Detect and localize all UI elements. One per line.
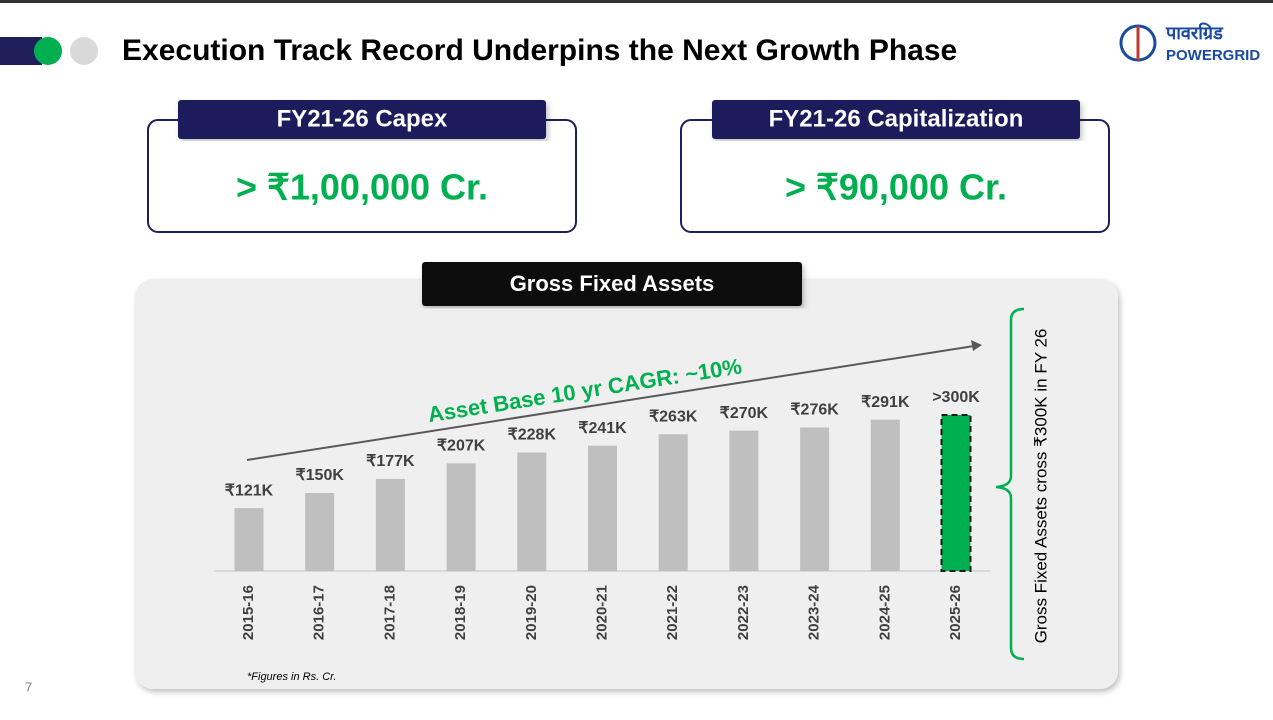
top-rule [0, 0, 1273, 3]
x-tick-label: 2021-22 [664, 585, 681, 640]
side-note: Gross Fixed Assets cross ₹300K in FY 26 [1031, 329, 1050, 644]
brace [995, 307, 1025, 661]
value-label: ₹263K [649, 408, 698, 425]
value-label: ₹291K [861, 394, 910, 411]
bar [446, 463, 476, 571]
dot-green [34, 37, 62, 65]
x-tick-label: 2018-19 [452, 585, 469, 640]
card-title: FY21-26 Capitalization [769, 105, 1024, 132]
x-tick-label: 2017-18 [381, 585, 398, 640]
x-tick-label: 2020-21 [593, 585, 610, 640]
card-value: > ₹1,00,000 Cr. [236, 167, 488, 208]
value-label: >300K [932, 389, 980, 406]
value-label: ₹241K [578, 420, 627, 437]
footnote: *Figures in Rs. Cr. [247, 671, 336, 683]
x-tick-label: 2016-17 [311, 585, 328, 640]
bar [234, 508, 264, 571]
dot-gray [70, 37, 98, 65]
bar [517, 452, 547, 571]
x-tick-label: 2015-16 [240, 585, 257, 640]
chart-title: Gross Fixed Assets [510, 271, 715, 296]
value-label: ₹150K [295, 467, 344, 484]
value-label: ₹276K [790, 402, 839, 419]
x-tick-label: 2022-23 [735, 585, 752, 640]
bar [305, 493, 335, 571]
value-label: ₹207K [437, 438, 486, 455]
card-value: > ₹90,000 Cr. [785, 167, 1007, 208]
value-label: ₹177K [366, 453, 415, 470]
x-tick-label: 2023-24 [806, 584, 823, 640]
value-label: ₹121K [225, 482, 274, 499]
trend-arrow [246, 345, 975, 461]
bar [375, 478, 405, 571]
chart-tab [422, 262, 802, 306]
bar [940, 414, 972, 572]
value-label: ₹228K [508, 427, 557, 444]
card-tab [178, 100, 546, 139]
page-number: 7 [25, 679, 32, 694]
bar [870, 419, 900, 571]
x-tick-label: 2024-25 [876, 585, 893, 640]
chart-panel [135, 279, 1118, 689]
card-title: FY21-26 Capex [277, 105, 448, 132]
bar [729, 430, 759, 571]
bar [658, 434, 688, 571]
slide-title: Execution Track Record Underpins the Nex… [122, 34, 957, 67]
x-tick-label: 2025-26 [947, 585, 964, 640]
logo-hindi: पावरग्रिड [1165, 22, 1224, 43]
logo-text: POWERGRID [1166, 47, 1260, 64]
bar [800, 427, 830, 571]
card-tab [712, 100, 1080, 139]
bar [588, 445, 617, 571]
x-tick-label: 2019-20 [523, 585, 540, 640]
value-label: ₹270K [720, 405, 769, 422]
arrow-head [971, 340, 982, 351]
